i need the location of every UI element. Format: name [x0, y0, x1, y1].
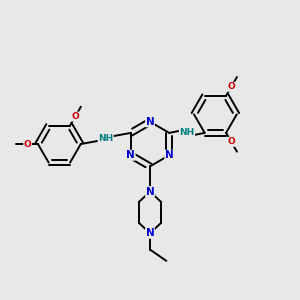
Text: N: N [146, 117, 154, 127]
Text: N: N [165, 150, 174, 160]
Text: NH: NH [179, 128, 195, 137]
Text: N: N [146, 228, 154, 238]
Text: O: O [227, 82, 235, 91]
Text: N: N [126, 150, 135, 160]
Text: O: O [227, 137, 235, 146]
Text: O: O [24, 140, 32, 148]
Text: O: O [71, 112, 79, 121]
Text: N: N [146, 187, 154, 196]
Text: NH: NH [98, 134, 113, 143]
